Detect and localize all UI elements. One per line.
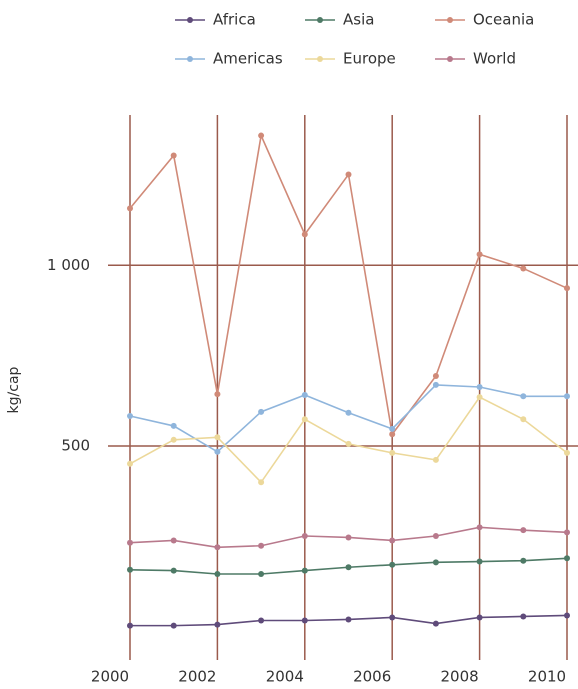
x-tick-label: 2008 [441, 668, 479, 686]
legend-marker [447, 17, 453, 23]
point [564, 555, 570, 562]
x-tick-label: 2000 [91, 668, 129, 686]
point [301, 567, 308, 574]
point [345, 409, 352, 416]
point [170, 436, 177, 443]
point [476, 558, 483, 565]
x-tick-label: 2002 [178, 668, 216, 686]
point [476, 524, 483, 531]
legend-marker [187, 17, 193, 23]
point [170, 567, 177, 574]
point [345, 564, 352, 571]
point [432, 559, 439, 566]
point [389, 431, 396, 438]
point [301, 231, 308, 238]
legend-marker [317, 56, 323, 62]
point [564, 393, 570, 400]
point [564, 612, 570, 619]
legend-label: Oceania [473, 11, 534, 29]
point [214, 434, 221, 441]
point [432, 381, 439, 388]
point [301, 416, 308, 423]
point [345, 440, 352, 447]
point [432, 620, 439, 627]
point [389, 449, 396, 456]
point [301, 617, 308, 624]
x-tick-label: 2006 [353, 668, 391, 686]
point [214, 391, 221, 398]
point [214, 448, 221, 455]
point [127, 539, 133, 546]
legend-label: Europe [343, 50, 396, 68]
point [389, 614, 396, 621]
point [564, 449, 570, 456]
point [258, 617, 265, 624]
x-tick-label: 2010 [528, 668, 566, 686]
point [258, 542, 265, 549]
legend-marker [317, 17, 323, 23]
point [520, 527, 527, 534]
x-tick-label: 2004 [266, 668, 304, 686]
y-axis-label: kg/cap [6, 366, 22, 413]
series-line [129, 132, 568, 437]
point [258, 570, 265, 577]
point [214, 570, 221, 577]
point [389, 537, 396, 544]
point [432, 533, 439, 540]
point [258, 479, 265, 486]
point [520, 393, 527, 400]
point [258, 408, 265, 415]
point [127, 622, 133, 629]
legend-label: Africa [213, 11, 256, 29]
point [301, 533, 308, 540]
point [476, 394, 483, 401]
point [476, 251, 483, 258]
point [476, 383, 483, 390]
point [127, 566, 133, 573]
point [170, 622, 177, 629]
point [258, 132, 265, 139]
y-tick-label: 1 000 [47, 256, 90, 274]
point [564, 529, 570, 536]
legend-label: Americas [213, 50, 283, 68]
point [170, 152, 177, 159]
point [520, 416, 527, 423]
point [301, 392, 308, 399]
point [214, 544, 221, 551]
legend-marker [447, 56, 453, 62]
point [345, 534, 352, 541]
point [564, 285, 570, 292]
point [127, 460, 133, 467]
point [389, 425, 396, 432]
point [170, 537, 177, 544]
legend-label: World [473, 50, 516, 68]
point [214, 621, 221, 628]
legend-marker [187, 56, 193, 62]
point [345, 616, 352, 623]
point [170, 422, 177, 429]
point [432, 373, 439, 380]
point [476, 614, 483, 621]
point [520, 557, 527, 564]
point [520, 265, 527, 272]
point [127, 205, 133, 212]
point [127, 412, 133, 419]
point [520, 613, 527, 620]
point [345, 171, 352, 178]
legend-label: Asia [343, 11, 374, 29]
point [432, 456, 439, 463]
y-tick-label: 500 [61, 436, 90, 454]
point [389, 561, 396, 568]
